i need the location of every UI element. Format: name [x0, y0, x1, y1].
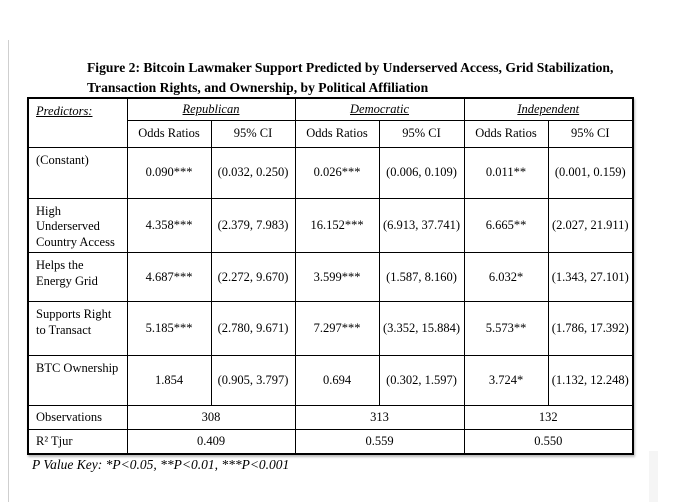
- subheader-odds-ratios: Odds Ratios: [463, 119, 549, 148]
- row-label: BTC Ownership: [27, 355, 128, 406]
- cell-r2-republican: 0.409: [126, 429, 296, 454]
- table-row-energy-grid: Helps the Energy Grid 4.687*** (2.272, 9…: [27, 252, 634, 302]
- predictors-header: Predictors:: [27, 97, 128, 148]
- subheader-ci: 95% CI: [547, 119, 634, 148]
- page-edge-line: [8, 40, 9, 502]
- table-row-observations: Observations 308 313 132: [27, 405, 634, 430]
- row-label: Helps the Energy Grid: [27, 252, 128, 302]
- cell-r2-democratic: 0.559: [294, 429, 465, 454]
- cell-odds-ratio: 5.185***: [126, 301, 212, 356]
- figure-title-line-1: Figure 2: Bitcoin Lawmaker Support Predi…: [87, 60, 614, 75]
- table-row-btc-ownership: BTC Ownership 1.854 (0.905, 3.797) 0.694…: [27, 355, 634, 406]
- cell-odds-ratio: 0.026***: [294, 146, 380, 199]
- cell-odds-ratio: 16.152***: [294, 197, 380, 253]
- cell-ci: (3.352, 15.884): [378, 301, 465, 356]
- row-label: Observations: [27, 405, 128, 430]
- page-edge-strip: [649, 451, 658, 502]
- cell-odds-ratio: 4.358***: [126, 197, 212, 253]
- group-header-independent: Independent: [463, 97, 634, 121]
- cell-observations-democratic: 313: [294, 405, 465, 430]
- cell-r2-independent: 0.550: [463, 429, 634, 454]
- cell-observations-independent: 132: [463, 405, 634, 430]
- table-row-constant: (Constant) 0.090*** (0.032, 0.250) 0.026…: [27, 146, 634, 199]
- figure-title: Figure 2: Bitcoin Lawmaker Support Predi…: [87, 58, 613, 97]
- subheader-odds-ratios: Odds Ratios: [294, 119, 380, 148]
- cell-ci: (0.001, 0.159): [547, 146, 634, 199]
- subheader-ci: 95% CI: [378, 119, 465, 148]
- cell-odds-ratio: 0.011**: [463, 146, 549, 199]
- cell-observations-republican: 308: [126, 405, 296, 430]
- cell-odds-ratio: 3.599***: [294, 252, 380, 302]
- cell-ci: (0.302, 1.597): [378, 355, 465, 406]
- table-row-r2-tjur: R² Tjur 0.409 0.559 0.550: [27, 429, 634, 454]
- cell-ci: (6.913, 37.741): [378, 197, 465, 253]
- row-label: R² Tjur: [27, 429, 128, 454]
- subheader-odds-ratios: Odds Ratios: [126, 119, 212, 148]
- cell-odds-ratio: 0.090***: [126, 146, 212, 199]
- results-table: Predictors: Republican Democratic Indepe…: [27, 97, 635, 455]
- cell-ci: (2.379, 7.983): [210, 197, 296, 253]
- cell-odds-ratio: 1.854: [126, 355, 212, 406]
- cell-ci: (2.272, 9.670): [210, 252, 296, 302]
- cell-odds-ratio: 7.297***: [294, 301, 380, 356]
- cell-odds-ratio: 5.573**: [463, 301, 549, 356]
- cell-ci: (1.587, 8.160): [378, 252, 465, 302]
- cell-ci: (0.006, 0.109): [378, 146, 465, 199]
- cell-odds-ratio: 6.665**: [463, 197, 549, 253]
- subheader-ci: 95% CI: [210, 119, 296, 148]
- cell-ci: (1.132, 12.248): [547, 355, 634, 406]
- row-label: High Underserved Country Access: [27, 197, 128, 253]
- cell-ci: (1.786, 17.392): [547, 301, 634, 356]
- row-label: Supports Right to Transact: [27, 301, 128, 356]
- table-row-underserved-access: High Underserved Country Access 4.358***…: [27, 197, 634, 253]
- header-row-measures: Odds Ratios 95% CI Odds Ratios 95% CI Od…: [28, 119, 634, 148]
- row-label: (Constant): [27, 146, 128, 199]
- cell-ci: (0.032, 0.250): [210, 146, 296, 199]
- figure-title-line-2: Transaction Rights, and Ownership, by Po…: [87, 79, 429, 95]
- cell-ci: (2.027, 21.911): [547, 197, 634, 253]
- table-row-right-to-transact: Supports Right to Transact 5.185*** (2.7…: [27, 301, 634, 356]
- cell-odds-ratio: 6.032*: [463, 252, 549, 302]
- cell-odds-ratio: 3.724*: [463, 355, 549, 406]
- group-header-republican: Republican: [126, 97, 296, 121]
- p-value-key: P Value Key: *P<0.05, **P<0.01, ***P<0.0…: [32, 457, 290, 472]
- cell-odds-ratio: 4.687***: [126, 252, 212, 302]
- cell-ci: (1.343, 27.101): [547, 252, 634, 302]
- header-row-groups: Predictors: Republican Democratic Indepe…: [27, 97, 634, 148]
- cell-ci: (0.905, 3.797): [210, 355, 296, 406]
- group-header-democratic: Democratic: [294, 97, 465, 121]
- cell-odds-ratio: 0.694: [294, 355, 380, 406]
- cell-ci: (2.780, 9.671): [210, 301, 296, 356]
